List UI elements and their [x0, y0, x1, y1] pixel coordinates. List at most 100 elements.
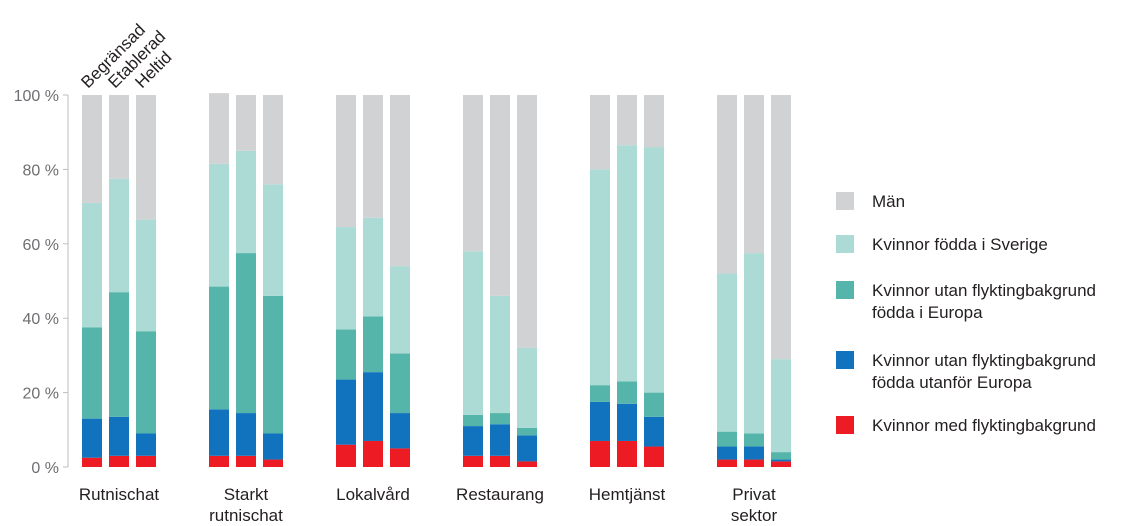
bar-segment — [744, 253, 764, 434]
bar-segment — [82, 95, 102, 203]
legend-label: Kvinnor med flyktingbakgrund — [872, 416, 1096, 435]
bar-segment — [109, 95, 129, 179]
category-label-line: Starkt — [224, 485, 269, 504]
category-label: Rutnischat — [79, 485, 160, 504]
bar-segment — [517, 95, 537, 348]
bar-segment — [463, 95, 483, 252]
legend-label: Män — [872, 192, 905, 211]
legend-label-line: födda i Europa — [872, 303, 983, 322]
y-axis: 0 % 20 % 40 % 60 % 80 % 100 % — [14, 88, 69, 477]
category-labels: Rutnischat Starkt rutnischat Lokalvård Resta… — [79, 485, 778, 525]
bar-segment — [517, 461, 537, 467]
bar-segment — [236, 95, 256, 151]
bar-segment — [136, 433, 156, 456]
legend-label-line: Kvinnor med flyktingbakgrund — [872, 416, 1096, 435]
bar-segment — [771, 452, 791, 460]
legend: Män Kvinnor födda i Sverige Kvinnor utan f… — [836, 192, 1096, 435]
category-label-line: rutnischat — [209, 506, 283, 525]
bar-segment — [263, 95, 283, 185]
bar-segment — [336, 329, 356, 380]
category-label: Lokalvård — [336, 485, 410, 504]
bar-segment — [717, 273, 737, 432]
bar-segment — [617, 95, 637, 146]
bar-segment — [82, 418, 102, 458]
category-label-line: sektor — [731, 506, 778, 525]
bar-segment — [136, 331, 156, 434]
legend-label: Kvinnor utan flyktingbakgrund födda i Eur… — [872, 281, 1096, 322]
legend-label-line: Kvinnor födda i Sverige — [872, 235, 1048, 254]
bar-segment — [644, 446, 664, 467]
legend-label-line: Kvinnor utan flyktingbakgrund — [872, 281, 1096, 300]
bar-segment — [390, 266, 410, 354]
legend-swatch — [836, 235, 854, 253]
bar-segment — [109, 416, 129, 456]
category-label: Privat sektor — [731, 485, 778, 525]
category-label-line: Privat — [732, 485, 776, 504]
bar-segment — [490, 424, 510, 456]
bar-segment — [363, 372, 383, 441]
bars — [82, 93, 791, 467]
bar-segment — [463, 455, 483, 467]
bar-segment — [136, 95, 156, 220]
category-label-line: Rutnischat — [79, 485, 160, 504]
bar-segment — [717, 446, 737, 460]
bar-segment — [82, 327, 102, 419]
bar-segment — [744, 433, 764, 447]
bar-segment — [771, 359, 791, 453]
legend-swatch — [836, 192, 854, 210]
category-label: Restaurang — [456, 485, 544, 504]
bar-segment — [363, 95, 383, 218]
bar-segment — [109, 455, 129, 467]
bar-segment — [590, 95, 610, 170]
bar-segment — [717, 459, 737, 467]
category-label-line: Hemtjänst — [589, 485, 666, 504]
bar-segment — [463, 426, 483, 456]
bar-segment — [82, 202, 102, 328]
bar-segment — [236, 150, 256, 254]
bar-segment — [771, 461, 791, 467]
bar-segment — [209, 286, 229, 410]
legend-swatch — [836, 281, 854, 299]
bar-segment — [390, 95, 410, 267]
bar-segment — [336, 379, 356, 445]
bar-segment — [109, 292, 129, 417]
bar-segment — [590, 401, 610, 441]
bar-segment — [490, 95, 510, 296]
bar-segment — [209, 163, 229, 287]
bar-segment — [363, 217, 383, 317]
bar-segment — [463, 251, 483, 415]
y-tick-label: 40 % — [23, 311, 59, 328]
category-label-line: Restaurang — [456, 485, 544, 504]
bar-segment — [463, 414, 483, 427]
bar-segment — [644, 95, 664, 148]
y-tick-label: 100 % — [14, 88, 59, 105]
bar-segment — [263, 184, 283, 296]
bar-segment — [209, 409, 229, 456]
bar-segment — [517, 435, 537, 462]
bar-segment — [336, 227, 356, 330]
bar-segment — [717, 431, 737, 447]
bar-segment — [644, 147, 664, 393]
bar-segment — [590, 385, 610, 402]
bar-segment — [717, 95, 737, 274]
bar-segment — [209, 93, 229, 164]
bar-segment — [744, 459, 764, 467]
category-label-line: Lokalvård — [336, 485, 410, 504]
bar-segment — [390, 448, 410, 467]
bar-segment — [236, 413, 256, 456]
bar-segment — [644, 416, 664, 447]
legend-label-line: Kvinnor utan flyktingbakgrund — [872, 351, 1096, 370]
legend-label: Kvinnor utan flyktingbakgrund födda utanf… — [872, 351, 1096, 392]
bar-segment — [771, 95, 791, 360]
legend-swatch — [836, 416, 854, 434]
legend-swatch — [836, 351, 854, 369]
bar-segment — [236, 253, 256, 414]
bar-segment — [590, 169, 610, 386]
legend-label-line: Män — [872, 192, 905, 211]
legend-label: Kvinnor födda i Sverige — [872, 235, 1048, 254]
bar-segment — [617, 381, 637, 404]
bar-segment — [490, 413, 510, 425]
bar-segment — [390, 353, 410, 414]
